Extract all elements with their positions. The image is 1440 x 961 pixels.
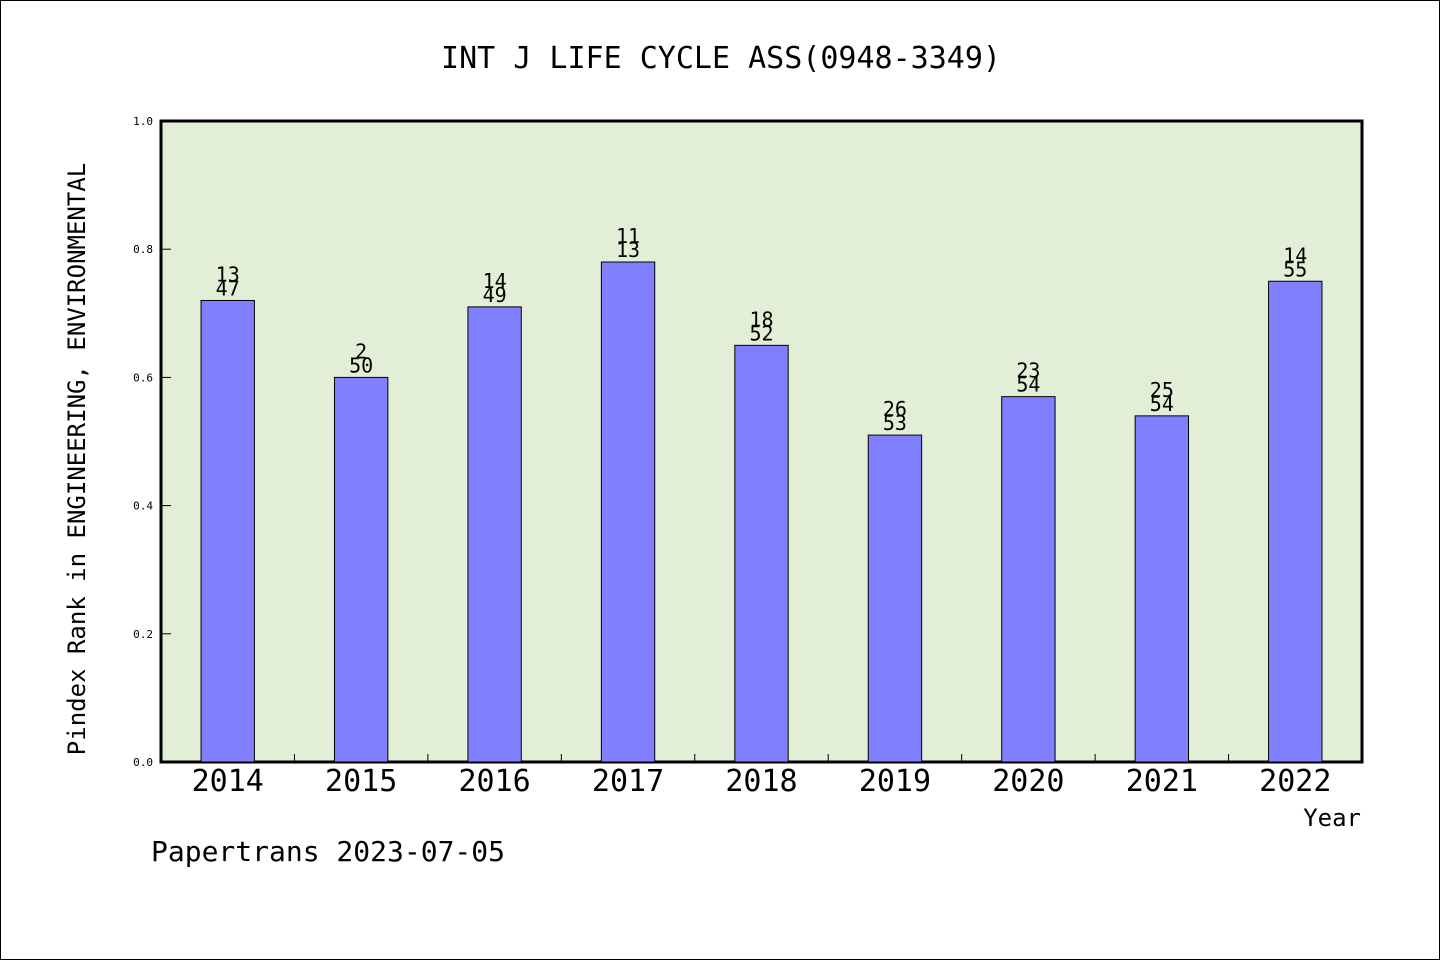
x-tick-label: 2016 [458,764,530,799]
bar-total-label: 52 [749,321,773,345]
x-tick-label: 2020 [992,764,1064,799]
bar-rank-label: 18 [749,307,773,331]
y-tick-label: 0.0 [133,756,153,769]
bar [1134,415,1190,763]
bar-rank-label: 25 [1150,378,1174,402]
y-axis-label: Pindex Rank in ENGINEERING, ENVIRONMENTA… [63,163,91,755]
x-tick-label: 2017 [592,764,664,799]
bar-rank-label: 23 [1016,359,1040,383]
x-tick-label: 2015 [325,764,397,799]
x-tick-label: 2018 [725,764,797,799]
x-axis-ticks: 2014 2015 2016 2017 2018 2019 2020 2021 2022 [192,754,1331,799]
bar [867,434,923,763]
bar-total-label: 50 [349,353,373,377]
bar [600,261,656,763]
bar-rank-label: 14 [1283,243,1307,267]
bar [1268,280,1323,763]
y-tick-label: 1.0 [133,115,153,128]
x-tick-label: 2021 [1126,764,1198,799]
y-axis-ticks: 0.0 0.2 0.4 0.6 0.8 1.0 [133,115,171,769]
x-axis-label: Year [1303,804,1361,832]
bar [467,306,522,763]
bar-total-label: 53 [883,411,907,435]
bar-total-label: 55 [1283,257,1307,281]
bar-rank-label: 13 [216,262,240,286]
footer-text: Papertrans 2023-07-05 [151,835,506,868]
bars-group [200,261,1323,763]
bar-total-label: 13 [616,238,640,262]
bar-total-label: 54 [1016,373,1040,397]
bar [333,376,389,763]
bar [1001,396,1056,763]
chart-title: INT J LIFE CYCLE ASS(0948-3349) [441,41,1001,76]
bar-rank-label: 2 [355,339,367,363]
bar-rank-label: 14 [483,269,507,293]
x-tick-label: 2022 [1259,764,1331,799]
bar-total-label: 54 [1150,392,1174,416]
y-tick-label: 0.8 [133,243,153,256]
bar [200,299,255,763]
y-tick-label: 0.4 [133,500,153,513]
x-tick-label: 2014 [192,764,264,799]
bar [734,344,789,763]
bar-total-label: 47 [216,276,240,300]
bar-rank-label: 26 [883,397,907,421]
bar-total-label: 49 [483,283,507,307]
y-tick-label: 0.2 [133,628,153,641]
y-tick-label: 0.6 [133,371,153,384]
bar-rank-label: 11 [616,224,640,248]
x-tick-label: 2019 [859,764,931,799]
